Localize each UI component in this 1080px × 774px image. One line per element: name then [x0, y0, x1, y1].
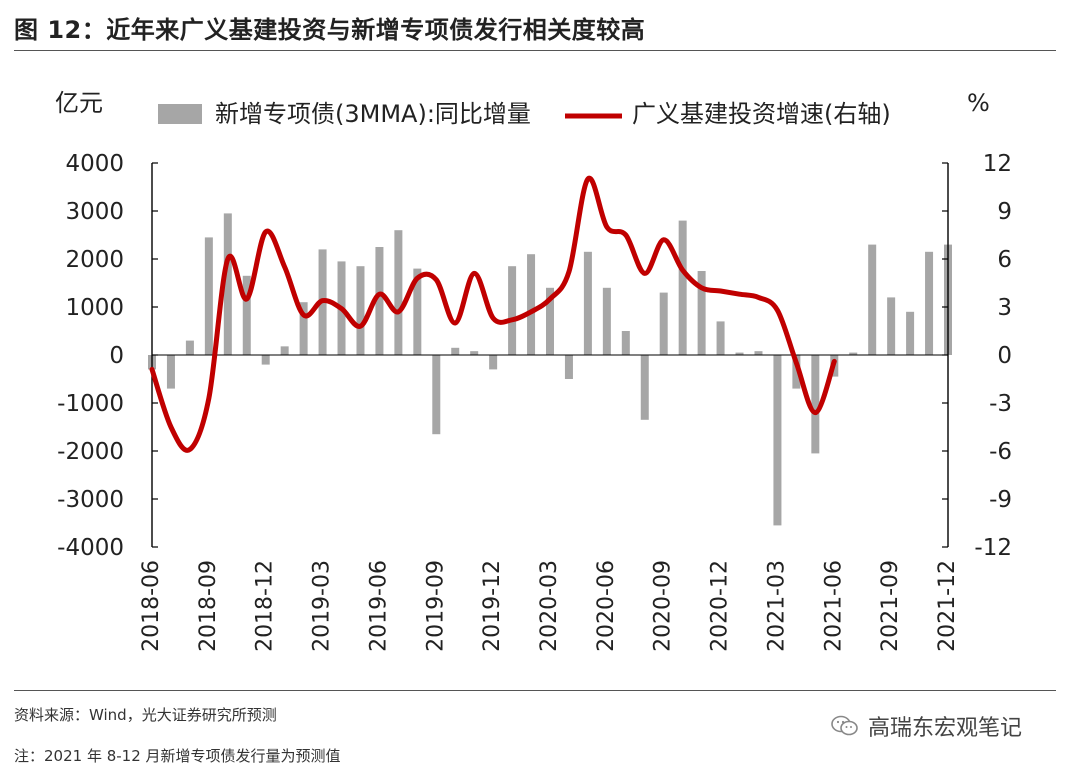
right-axis-unit-label: %: [967, 89, 990, 117]
x-tick-label: 2020-03: [537, 560, 562, 652]
x-tick-label: 2020-09: [651, 560, 676, 652]
bar-2020-07: [621, 331, 630, 355]
bar-2020-03: [546, 287, 554, 355]
left-tick-label: -4000: [57, 535, 124, 561]
right-tick-label: -12: [974, 535, 1012, 561]
bar-2021-10: [906, 311, 915, 355]
bar-2020-06: [602, 287, 611, 355]
bar-2020-08: [640, 355, 649, 420]
left-tick-label: 1000: [65, 295, 124, 321]
x-tick-label: 2018-12: [253, 560, 278, 652]
x-tick-label: 2021-03: [764, 560, 789, 652]
right-tick-label: 6: [997, 247, 1012, 273]
watermark: 高瑞东宏观笔记: [830, 708, 1022, 744]
source-text: 资料来源：Wind，光大证券研究所预测: [14, 706, 277, 724]
plot-area: 4000 3000 2000 1000 0 -1000 -2000 -3000 -4000 12 9…: [57, 151, 1012, 652]
left-tick-label: -2000: [57, 439, 124, 465]
bar-2018-10: [223, 213, 232, 355]
bar-2019-11: [470, 351, 479, 355]
left-tick-label: -1000: [57, 391, 124, 417]
bar-2019-12: [489, 355, 498, 370]
right-tick-label: 3: [997, 295, 1012, 321]
x-tick-label: 2019-09: [423, 560, 448, 652]
bar-2021-11: [925, 251, 934, 355]
left-tick-label: -3000: [57, 487, 124, 513]
bar-2019-05: [356, 266, 365, 355]
title-rule: [14, 50, 1056, 51]
bar-2019-10: [451, 347, 460, 355]
x-tick-label: 2019-12: [480, 560, 505, 652]
bar-2021-01: [735, 352, 744, 355]
x-tick-label: 2019-06: [366, 560, 391, 652]
bar-2021-09: [887, 297, 896, 355]
bar-2020-02: [527, 254, 536, 355]
bar-2019-07: [394, 230, 403, 355]
bar-2020-10: [678, 220, 687, 355]
right-axis-label: %: [967, 89, 990, 117]
bar-2020-01: [508, 266, 517, 355]
bar-2021-02: [754, 351, 763, 355]
x-tick-label: 2019-03: [310, 560, 335, 652]
bar-2021-05: [811, 355, 820, 454]
bar-2019-09: [432, 355, 441, 435]
left-tick-label: 2000: [65, 247, 124, 273]
footer-rule: [14, 690, 1056, 691]
legend: 新增专项债(3MMA):同比增量 广义基建投资增速(右轴): [158, 100, 891, 128]
bar-2019-06: [375, 247, 384, 355]
legend-bar-label: 新增专项债(3MMA):同比增量: [215, 100, 531, 128]
right-tick-label: 12: [983, 151, 1012, 177]
watermark-label: 高瑞东宏观笔记: [868, 716, 1023, 741]
bar-2018-08: [185, 340, 194, 355]
bar-2021-07: [849, 352, 858, 355]
left-tick-label: 0: [109, 343, 124, 369]
bar-2021-03: [773, 355, 782, 526]
figure-title: 图 12：近年来广义基建投资与新增专项债发行相关度较高: [14, 16, 646, 44]
bar-2018-07: [166, 355, 175, 389]
wechat-icon: [831, 715, 858, 736]
bar-2018-12: [261, 355, 270, 365]
right-tick-label: 0: [997, 343, 1012, 369]
x-tick-label: 2018-06: [139, 560, 164, 652]
x-tick-label: 2021-06: [821, 560, 846, 652]
bar-2020-09: [659, 292, 668, 355]
x-tick-label: 2020-12: [708, 560, 733, 652]
left-tick-label: 4000: [65, 151, 124, 177]
bar-2019-01: [280, 346, 289, 355]
x-tick-label: 2018-09: [196, 560, 221, 652]
bar-2021-08: [868, 244, 877, 355]
left-axis-label: 亿元: [55, 89, 103, 117]
chart: 亿元 % 新增专项债(3MMA):同比增量 广义基建投资增速(右轴) 4000 3…: [55, 89, 1012, 652]
right-tick-label: -9: [989, 487, 1012, 513]
bar-2019-08: [413, 268, 422, 355]
bar-2019-02: [299, 302, 308, 355]
right-tick-label: -6: [989, 439, 1012, 465]
bar-2020-11: [697, 271, 706, 355]
left-tick-label: 3000: [65, 199, 124, 225]
note-text: 注：2021 年 8-12 月新增专项债发行量为预测值: [14, 747, 341, 765]
right-tick-label: -3: [989, 391, 1012, 417]
bar-2020-04: [564, 355, 573, 379]
legend-bar-swatch: [158, 104, 202, 124]
bar-2020-12: [716, 321, 725, 355]
bar-2018-11: [242, 275, 251, 355]
bar-2021-04: [792, 355, 801, 389]
legend-line-label: 广义基建投资增速(右轴): [632, 100, 891, 128]
left-axis-unit-label: 亿元: [55, 89, 103, 117]
line-series-infrastructure-growth: [149, 175, 837, 453]
x-tick-label: 2021-12: [935, 560, 960, 652]
x-tick-label: 2021-09: [878, 560, 903, 652]
bar-2020-05: [583, 251, 592, 355]
right-tick-label: 9: [997, 199, 1012, 225]
bar-2018-09: [204, 237, 213, 355]
x-tick-label: 2020-06: [594, 560, 619, 652]
